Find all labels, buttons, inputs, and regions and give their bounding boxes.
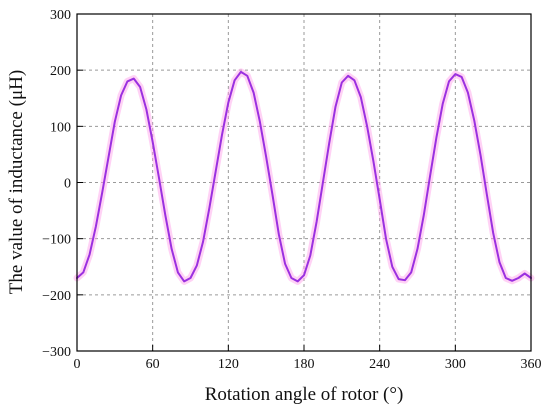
- series-lines: [76, 70, 532, 283]
- x-axis-title: Rotation angle of rotor (°): [205, 384, 404, 405]
- grid-lines: [77, 14, 531, 351]
- x-tick-label: 300: [445, 357, 466, 372]
- y-tick-label: 300: [50, 8, 71, 23]
- x-tick-label: 240: [369, 357, 390, 372]
- series-line: [76, 70, 532, 283]
- y-tick-label: −100: [42, 233, 71, 248]
- y-axis-title: The value of inductance (μH): [6, 70, 27, 294]
- x-tick-label: 120: [218, 357, 239, 372]
- y-tick-label: −200: [42, 289, 71, 304]
- y-tick-label: 100: [50, 120, 71, 135]
- x-tick-label: 180: [294, 357, 315, 372]
- x-tick-label: 0: [74, 357, 81, 372]
- y-tick-label: −300: [42, 345, 71, 360]
- y-tick-label: 0: [64, 177, 71, 192]
- x-tick-label: 60: [146, 357, 160, 372]
- axis-ticks: [76, 13, 532, 352]
- y-tick-label: 200: [50, 64, 71, 79]
- x-tick-labels: 0 60 120 180 240 300 360: [74, 357, 542, 372]
- y-tick-labels: −300 −200 −100 0 100 200 300: [42, 8, 71, 360]
- x-tick-label: 360: [521, 357, 542, 372]
